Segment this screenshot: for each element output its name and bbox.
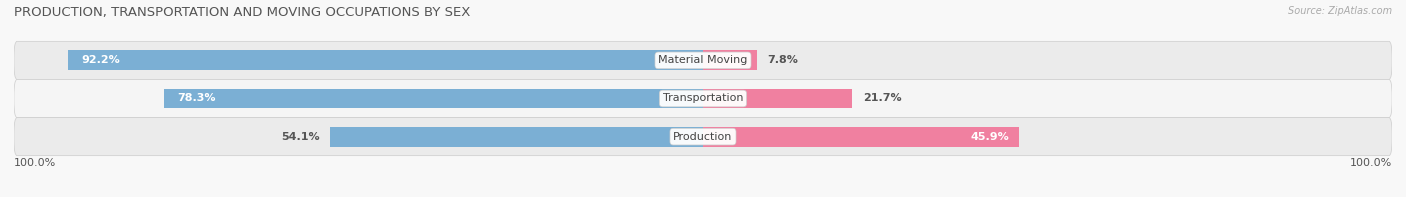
Bar [163, 89, 703, 108]
FancyBboxPatch shape [14, 118, 1392, 156]
Text: PRODUCTION, TRANSPORTATION AND MOVING OCCUPATIONS BY SEX: PRODUCTION, TRANSPORTATION AND MOVING OC… [14, 6, 471, 19]
Text: 21.7%: 21.7% [863, 94, 901, 103]
Text: 7.8%: 7.8% [768, 55, 799, 65]
FancyBboxPatch shape [14, 79, 1392, 118]
Text: 100.0%: 100.0% [14, 158, 56, 168]
Text: Source: ZipAtlas.com: Source: ZipAtlas.com [1288, 6, 1392, 16]
FancyBboxPatch shape [14, 41, 1392, 79]
Text: 100.0%: 100.0% [1350, 158, 1392, 168]
Bar [703, 89, 852, 108]
Text: 45.9%: 45.9% [970, 132, 1010, 142]
Text: Production: Production [673, 132, 733, 142]
Text: 78.3%: 78.3% [177, 94, 217, 103]
Bar [67, 50, 703, 70]
Bar [703, 127, 1019, 147]
Text: Material Moving: Material Moving [658, 55, 748, 65]
Bar [703, 50, 756, 70]
Text: 54.1%: 54.1% [281, 132, 321, 142]
Text: 92.2%: 92.2% [82, 55, 121, 65]
Text: Transportation: Transportation [662, 94, 744, 103]
Bar [330, 127, 703, 147]
